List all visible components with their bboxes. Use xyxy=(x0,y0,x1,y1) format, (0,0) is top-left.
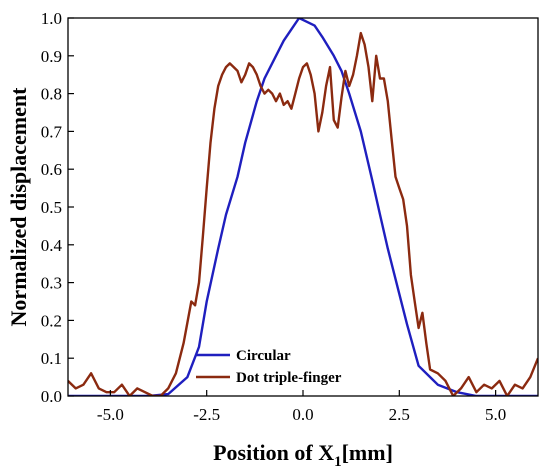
x-axis-title-subscript: 1 xyxy=(334,454,342,470)
y-tick-label: 0.5 xyxy=(41,198,62,217)
ticks-layer: -5.0 -2.5 0.0 2.5 5.0 0.0 0.1 0.2 0.3 0.4 0.5 0.6 0.… xyxy=(41,9,506,424)
y-tick-label: 0.2 xyxy=(41,311,62,330)
plot-frame xyxy=(67,17,539,397)
y-tick-label: 0.8 xyxy=(41,85,62,104)
y-tick-label: 0.7 xyxy=(41,122,63,141)
y-tick-label: 0.9 xyxy=(41,47,62,66)
x-tick-label: -2.5 xyxy=(193,405,220,424)
y-tick-label: 0.3 xyxy=(41,274,62,293)
legend-label: Dot triple-finger xyxy=(236,370,342,386)
y-axis-title: Normalized displacement xyxy=(6,87,31,327)
x-axis-title: Position of X1[mm] xyxy=(213,440,393,470)
legend-label: Circular xyxy=(236,348,291,364)
y-tick-label: 0.0 xyxy=(41,387,62,406)
y-tick-label: 0.4 xyxy=(41,236,63,255)
x-tick-label: 2.5 xyxy=(389,405,410,424)
x-tick-label: 0.0 xyxy=(292,405,313,424)
series-line-dot-triple-finger xyxy=(68,31,538,396)
x-axis-title-unit: [mm] xyxy=(342,440,393,465)
series-layer xyxy=(68,18,538,396)
x-axis-title-main: Position of X xyxy=(213,440,334,465)
x-tick-label: 5.0 xyxy=(485,405,506,424)
y-tick-label: 0.1 xyxy=(41,349,62,368)
x-tick-label: -5.0 xyxy=(97,405,124,424)
legend: Circular Dot triple-finger xyxy=(196,348,342,386)
series-line-circular xyxy=(68,18,538,396)
y-tick-label: 0.6 xyxy=(41,160,62,179)
y-tick-label: 1.0 xyxy=(41,9,62,28)
